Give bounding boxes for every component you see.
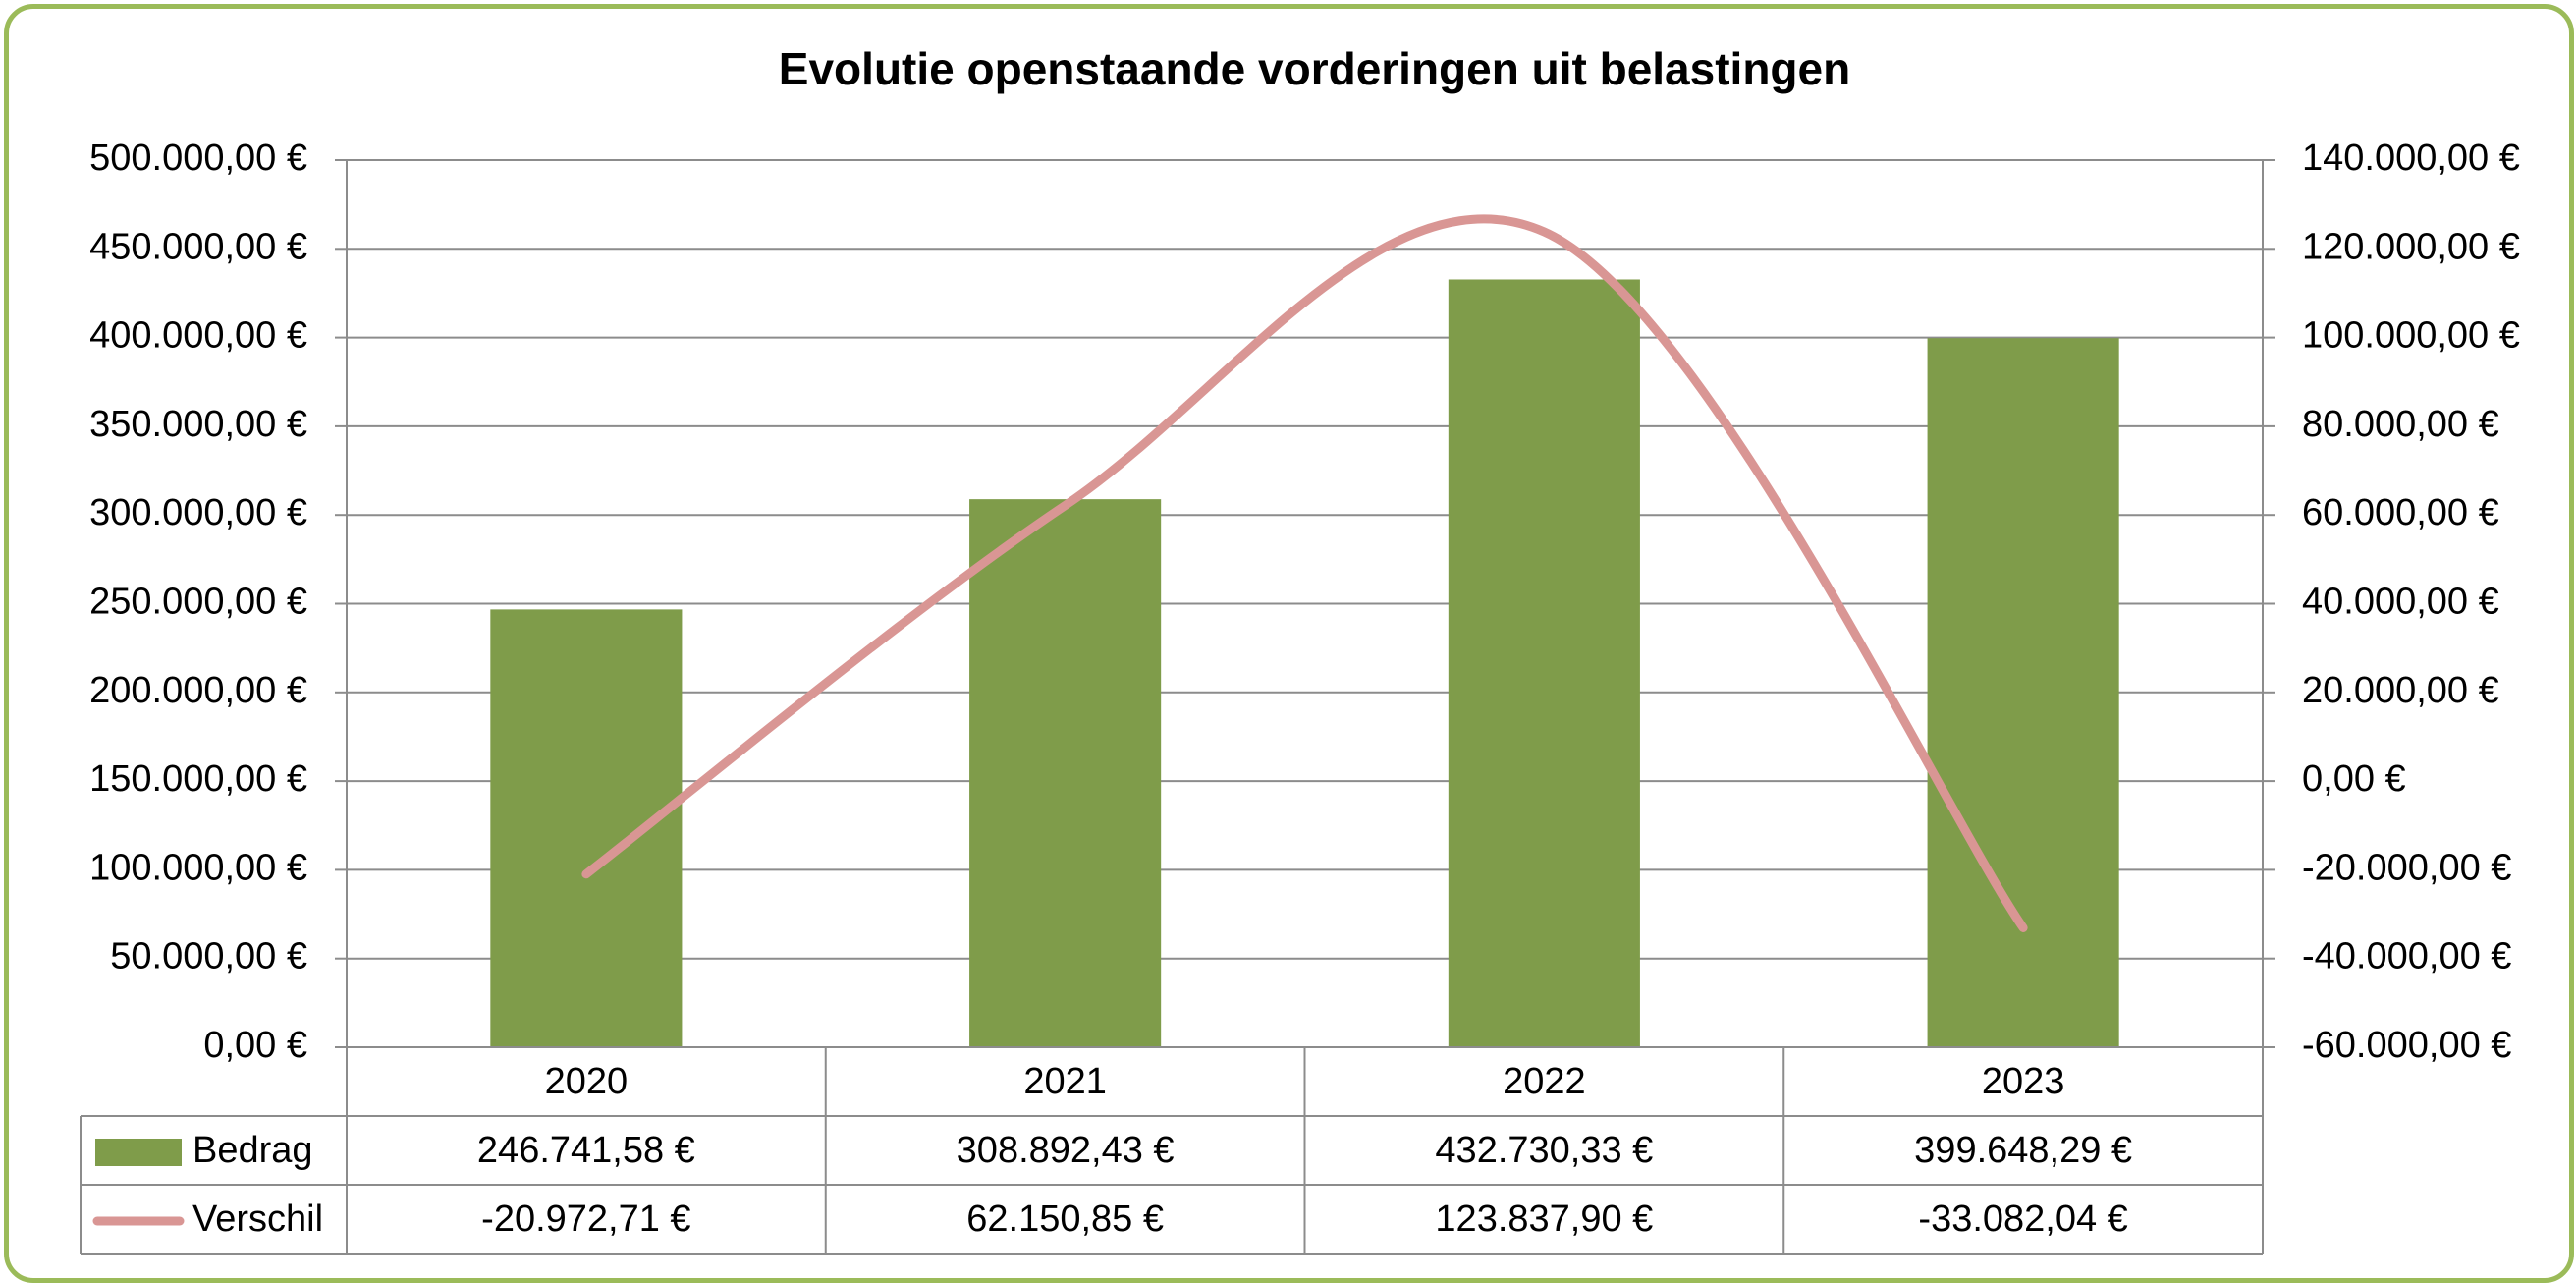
table-value-verschil: 62.150,85 € xyxy=(966,1199,1164,1240)
chart-title: Evolutie openstaande vorderingen uit bel… xyxy=(779,43,1850,94)
legend-label-verschil: Verschil xyxy=(192,1199,323,1240)
y-right-tick-label: -20.000,00 € xyxy=(2302,847,2511,888)
x-category-label: 2022 xyxy=(1503,1061,1586,1102)
y-right-tick-label: 120.000,00 € xyxy=(2302,226,2520,267)
y-left-tick-label: 400.000,00 € xyxy=(89,315,307,357)
bar-bedrag xyxy=(969,499,1162,1047)
table-value-bedrag: 246.741,58 € xyxy=(477,1130,695,1171)
table-value-bedrag: 399.648,29 € xyxy=(1914,1130,2132,1171)
y-left-tick-label: 300.000,00 € xyxy=(89,492,307,533)
table-value-verschil: 123.837,90 € xyxy=(1435,1199,1653,1240)
y-left-tick-label: 0,00 € xyxy=(203,1025,307,1066)
y-left-tick-label: 250.000,00 € xyxy=(89,582,307,623)
bar-bedrag xyxy=(1927,338,2119,1047)
y-right-tick-label: 100.000,00 € xyxy=(2302,315,2520,357)
table-value-bedrag: 432.730,33 € xyxy=(1435,1130,1653,1171)
table-value-bedrag: 308.892,43 € xyxy=(957,1130,1175,1171)
legend-key-bedrag xyxy=(95,1139,182,1166)
table-value-verschil: -33.082,04 € xyxy=(1918,1199,2127,1240)
y-left-tick-label: 50.000,00 € xyxy=(110,936,307,978)
y-left-tick-label: 350.000,00 € xyxy=(89,404,307,445)
chart-svg: Evolutie openstaande vorderingen uit bel… xyxy=(80,43,2520,1255)
y-right-tick-label: 40.000,00 € xyxy=(2302,582,2499,623)
line-verschil xyxy=(581,214,2028,932)
table-value-verschil: -20.972,71 € xyxy=(481,1199,690,1240)
y-right-tick-label: -40.000,00 € xyxy=(2302,936,2511,978)
y-right-tick-label: -60.000,00 € xyxy=(2302,1025,2511,1066)
y-right-tick-label: 140.000,00 € xyxy=(2302,138,2520,179)
y-left-tick-label: 500.000,00 € xyxy=(89,138,307,179)
legend-label-bedrag: Bedrag xyxy=(192,1130,313,1171)
x-category-label: 2020 xyxy=(545,1061,629,1102)
y-left-tick-label: 200.000,00 € xyxy=(89,670,307,711)
bar-bedrag xyxy=(490,609,683,1047)
bar-bedrag xyxy=(1448,279,1640,1047)
x-category-label: 2023 xyxy=(1982,1061,2065,1102)
chart-frame: Evolutie openstaande vorderingen uit bel… xyxy=(4,4,2574,1283)
y-right-tick-label: 60.000,00 € xyxy=(2302,492,2499,533)
y-left-tick-label: 100.000,00 € xyxy=(89,847,307,888)
y-left-tick-label: 150.000,00 € xyxy=(89,758,307,800)
y-right-tick-label: 80.000,00 € xyxy=(2302,404,2499,445)
y-right-tick-label: 20.000,00 € xyxy=(2302,670,2499,711)
x-category-label: 2021 xyxy=(1023,1061,1107,1102)
y-right-tick-label: 0,00 € xyxy=(2302,758,2406,800)
y-left-tick-label: 450.000,00 € xyxy=(89,226,307,267)
